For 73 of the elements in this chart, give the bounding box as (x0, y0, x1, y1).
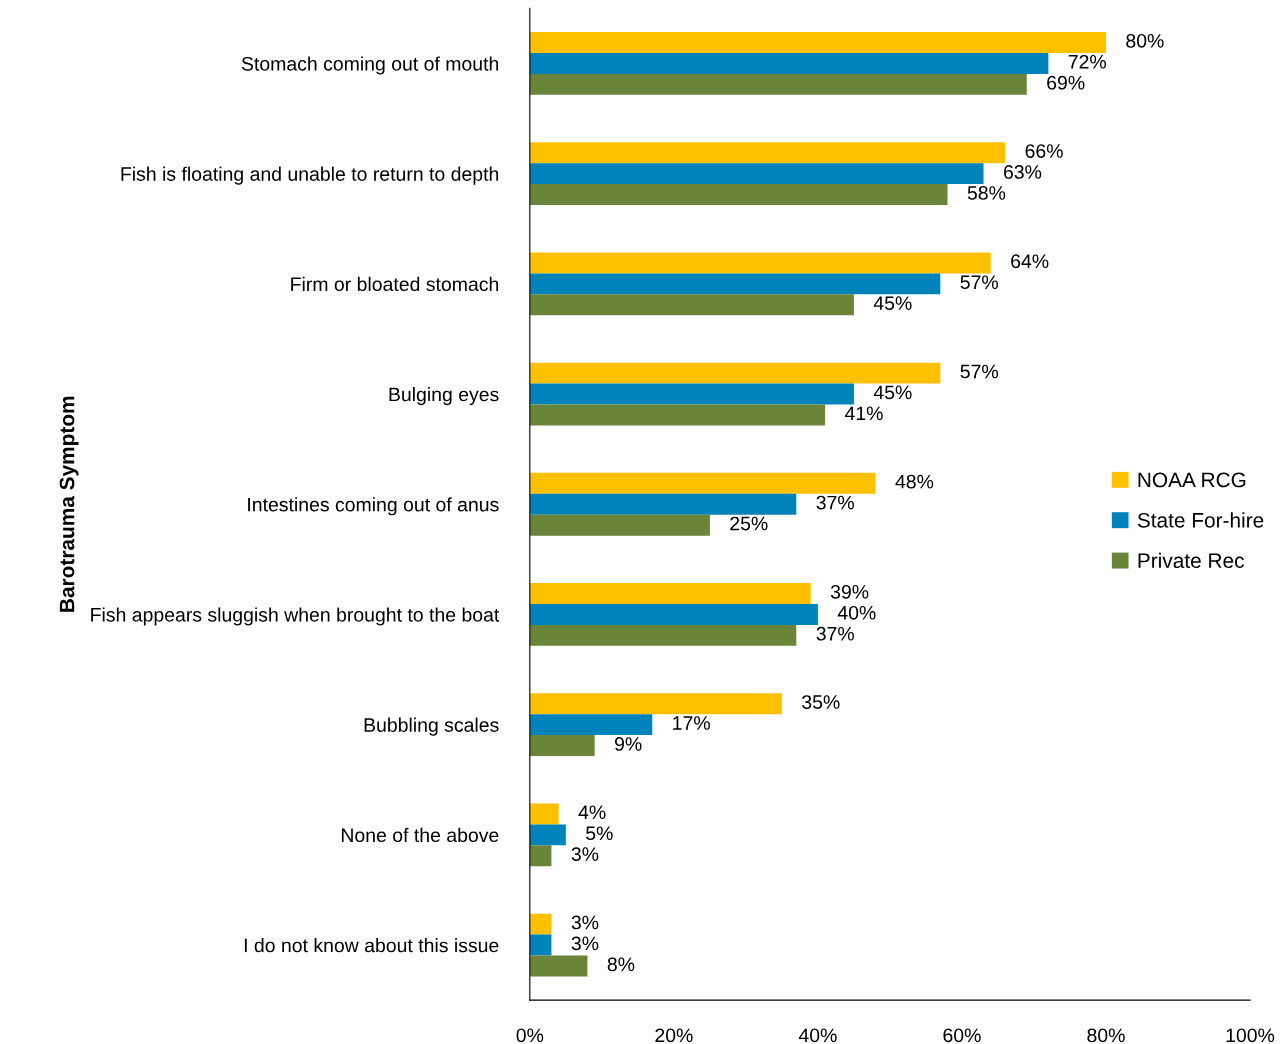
bar (529, 824, 566, 846)
data-label: 8% (607, 957, 635, 972)
data-label: 66% (1025, 144, 1063, 158)
x-tick-label: 80% (1087, 1028, 1125, 1043)
bar (529, 955, 588, 977)
data-label: 40% (837, 605, 876, 620)
bar (529, 472, 876, 494)
data-label: 39% (830, 584, 869, 599)
data-label: 48% (895, 474, 934, 489)
data-label: 17% (673, 716, 710, 730)
legend-label: State For-hire (1137, 512, 1264, 528)
bar (529, 514, 710, 536)
bar (529, 803, 559, 825)
bar (529, 32, 1106, 53)
x-tick-label: 20% (655, 1028, 693, 1043)
bar (529, 934, 552, 956)
data-label: 5% (586, 826, 613, 841)
bar (529, 73, 1027, 95)
bar (529, 913, 552, 935)
x-tick-label: 60% (943, 1028, 981, 1043)
bar (529, 404, 826, 426)
data-label: 57% (960, 275, 998, 290)
data-label: 35% (802, 695, 840, 709)
bar (529, 714, 653, 736)
data-label: 3% (571, 915, 599, 930)
bar (529, 252, 991, 274)
data-label: 58% (967, 186, 1006, 200)
y-tick-label: None of the above (341, 827, 499, 843)
data-label: 37% (816, 495, 854, 510)
data-label: 63% (1003, 165, 1042, 179)
bar (529, 583, 811, 604)
y-tick-label: Firm or bloated stomach (291, 276, 499, 292)
legend-label: NOAA RCG (1138, 472, 1246, 488)
data-label: 41% (844, 406, 883, 421)
bar (529, 362, 941, 384)
x-tick-label: 100% (1226, 1028, 1275, 1043)
y-tick-label: Bubbling scales (364, 717, 499, 736)
y-tick-label: I do not know about this issue (244, 938, 499, 953)
data-label: 3% (571, 847, 599, 862)
bar (529, 142, 1006, 164)
data-label: 9% (615, 737, 642, 751)
bar (529, 493, 797, 515)
bar (529, 735, 595, 757)
bar (529, 383, 854, 405)
bar (529, 294, 854, 316)
legend-label: Private Rec (1138, 552, 1244, 569)
x-tick-label: 40% (798, 1028, 837, 1043)
bar (529, 624, 797, 646)
y-tick-label: Intestines coming out of anus (248, 497, 499, 516)
data-label: 45% (873, 296, 912, 311)
data-label: 25% (730, 516, 768, 531)
data-label: 4% (578, 805, 606, 820)
bar (529, 52, 1049, 74)
data-label: 45% (873, 385, 912, 400)
data-label: 72% (1068, 54, 1107, 69)
data-label: 57% (960, 364, 998, 379)
data-label: 69% (1047, 75, 1085, 90)
y-axis-title: Barotrauma Symptom (59, 396, 79, 612)
bar (529, 163, 984, 185)
data-label: 80% (1126, 33, 1164, 48)
bar (529, 603, 818, 625)
bar (529, 845, 552, 867)
bar (529, 693, 782, 715)
y-tick-label: Fish appears sluggish when brought to the boat (91, 607, 500, 626)
bar (529, 273, 941, 295)
data-label: 3% (571, 936, 599, 951)
bar (529, 184, 948, 206)
y-tick-label: Stomach coming out of mouth (241, 56, 499, 75)
data-label: 37% (816, 626, 854, 641)
data-label: 64% (1011, 254, 1049, 269)
x-tick-label: 0% (516, 1028, 544, 1043)
y-tick-label: Bulging eyes (389, 387, 499, 406)
y-tick-label: Fish is floating and unable to return to depth (121, 166, 499, 185)
